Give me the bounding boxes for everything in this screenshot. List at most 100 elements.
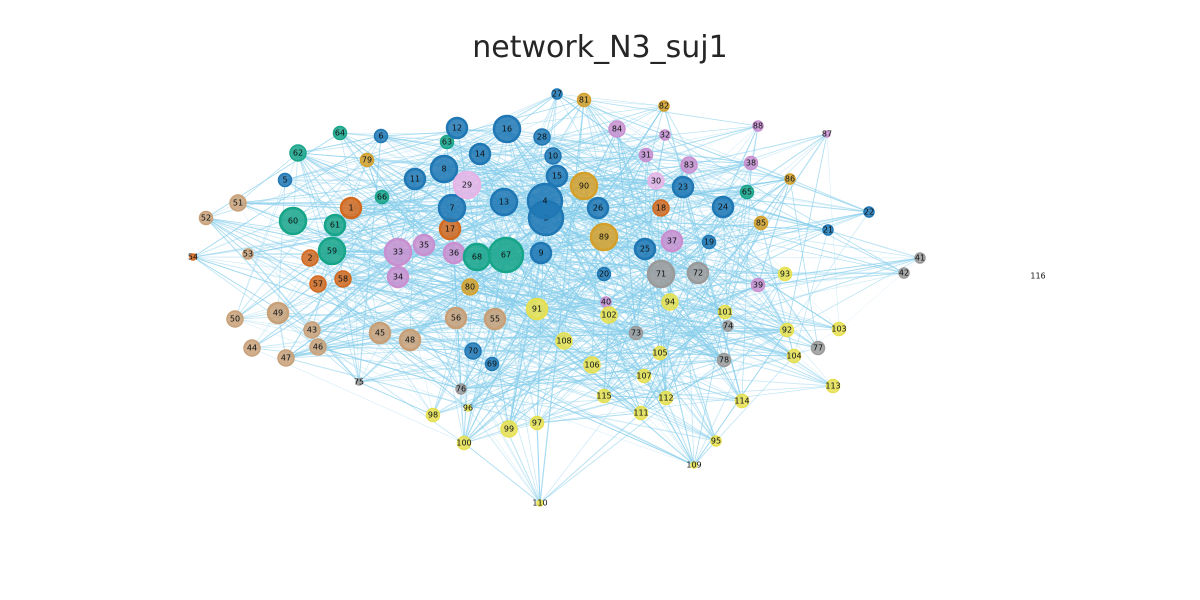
node-34[interactable]: 34	[386, 265, 410, 289]
node-16[interactable]: 16	[492, 114, 522, 144]
node-48[interactable]: 48	[398, 328, 422, 352]
node-113[interactable]: 113	[825, 378, 841, 394]
node-80[interactable]: 80	[461, 278, 479, 296]
node-50[interactable]: 50	[226, 310, 244, 328]
node-84[interactable]: 84	[608, 120, 626, 138]
node-37[interactable]: 37	[660, 229, 684, 253]
node-41[interactable]: 41	[914, 252, 926, 264]
node-24[interactable]: 24	[711, 195, 735, 219]
node-73[interactable]: 73	[628, 325, 644, 341]
node-28[interactable]: 28	[533, 128, 551, 146]
node-102[interactable]: 102	[600, 306, 618, 324]
node-18[interactable]: 18	[652, 199, 670, 217]
node-25[interactable]: 25	[633, 237, 657, 261]
node-59[interactable]: 59	[317, 236, 347, 266]
node-89[interactable]: 89	[589, 222, 619, 252]
node-91[interactable]: 91	[525, 297, 549, 321]
node-15[interactable]: 15	[545, 164, 569, 188]
node-112[interactable]: 112	[658, 390, 674, 406]
node-107[interactable]: 107	[636, 368, 652, 384]
node-97[interactable]: 97	[529, 415, 545, 431]
node-23[interactable]: 23	[671, 175, 695, 199]
node-72[interactable]: 72	[686, 261, 710, 285]
node-4[interactable]: 4	[526, 182, 564, 220]
node-82[interactable]: 82	[658, 100, 670, 112]
node-95[interactable]: 95	[710, 435, 722, 447]
node-78[interactable]: 78	[716, 352, 732, 368]
node-64[interactable]: 64	[332, 125, 348, 141]
node-1[interactable]: 1	[339, 196, 363, 220]
node-49[interactable]: 49	[266, 301, 290, 325]
node-106[interactable]: 106	[583, 356, 601, 374]
node-74[interactable]: 74	[722, 320, 734, 332]
node-31[interactable]: 31	[638, 147, 654, 163]
node-99[interactable]: 99	[500, 420, 518, 438]
node-39[interactable]: 39	[750, 277, 766, 293]
node-108[interactable]: 108	[555, 332, 573, 350]
node-44[interactable]: 44	[243, 339, 261, 357]
node-27[interactable]: 27	[551, 88, 563, 100]
node-32[interactable]: 32	[659, 129, 671, 141]
node-103[interactable]: 103	[831, 321, 847, 337]
node-12[interactable]: 12	[445, 116, 469, 140]
node-38[interactable]: 38	[743, 155, 759, 171]
node-47[interactable]: 47	[277, 349, 295, 367]
node-67[interactable]: 67	[487, 236, 525, 274]
node-8[interactable]: 8	[429, 154, 459, 184]
node-76[interactable]: 76	[455, 383, 467, 395]
node-100[interactable]: 100	[456, 435, 472, 451]
node-19[interactable]: 19	[701, 234, 717, 250]
node-62[interactable]: 62	[289, 144, 307, 162]
node-21[interactable]: 21	[822, 224, 834, 236]
node-65[interactable]: 65	[739, 184, 755, 200]
node-115[interactable]: 115	[596, 388, 612, 404]
node-33[interactable]: 33	[383, 237, 413, 267]
node-98[interactable]: 98	[425, 407, 441, 423]
node-70[interactable]: 70	[464, 342, 482, 360]
node-71[interactable]: 71	[646, 259, 676, 289]
node-111[interactable]: 111	[633, 405, 649, 421]
node-60[interactable]: 60	[278, 206, 308, 236]
node-57[interactable]: 57	[309, 275, 327, 293]
node-79[interactable]: 79	[359, 152, 375, 168]
node-20[interactable]: 20	[596, 266, 612, 282]
node-7[interactable]: 7	[437, 193, 467, 223]
node-26[interactable]: 26	[586, 196, 610, 220]
node-35[interactable]: 35	[412, 233, 436, 257]
node-83[interactable]: 83	[680, 156, 698, 174]
node-58[interactable]: 58	[334, 270, 352, 288]
node-10[interactable]: 10	[544, 147, 562, 165]
node-69[interactable]: 69	[484, 356, 500, 372]
node-9[interactable]: 9	[529, 241, 553, 265]
node-85[interactable]: 85	[753, 215, 769, 231]
node-22[interactable]: 22	[863, 206, 875, 218]
node-105[interactable]: 105	[652, 345, 668, 361]
node-2[interactable]: 2	[301, 249, 319, 267]
node-114[interactable]: 114	[734, 393, 750, 409]
node-30[interactable]: 30	[647, 172, 665, 190]
node-45[interactable]: 45	[368, 321, 392, 345]
node-13[interactable]: 13	[489, 187, 519, 217]
node-92[interactable]: 92	[779, 322, 795, 338]
node-53[interactable]: 53	[242, 248, 254, 260]
node-68[interactable]: 68	[462, 242, 492, 272]
node-52[interactable]: 52	[198, 210, 214, 226]
node-51[interactable]: 51	[229, 194, 247, 212]
node-40[interactable]: 40	[600, 296, 612, 308]
node-88[interactable]: 88	[752, 120, 764, 132]
node-110[interactable]: 110	[532, 499, 547, 508]
node-86[interactable]: 86	[784, 173, 796, 185]
node-94[interactable]: 94	[661, 293, 679, 311]
node-42[interactable]: 42	[898, 267, 910, 279]
node-66[interactable]: 66	[374, 189, 390, 205]
node-90[interactable]: 90	[569, 171, 599, 201]
node-43[interactable]: 43	[303, 321, 321, 339]
node-54[interactable]: 54	[188, 253, 198, 262]
node-5[interactable]: 5	[277, 172, 293, 188]
node-77[interactable]: 77	[810, 340, 826, 356]
node-55[interactable]: 55	[483, 307, 507, 331]
node-81[interactable]: 81	[576, 92, 592, 108]
node-46[interactable]: 46	[309, 338, 327, 356]
node-93[interactable]: 93	[777, 266, 793, 282]
node-61[interactable]: 61	[323, 213, 347, 237]
